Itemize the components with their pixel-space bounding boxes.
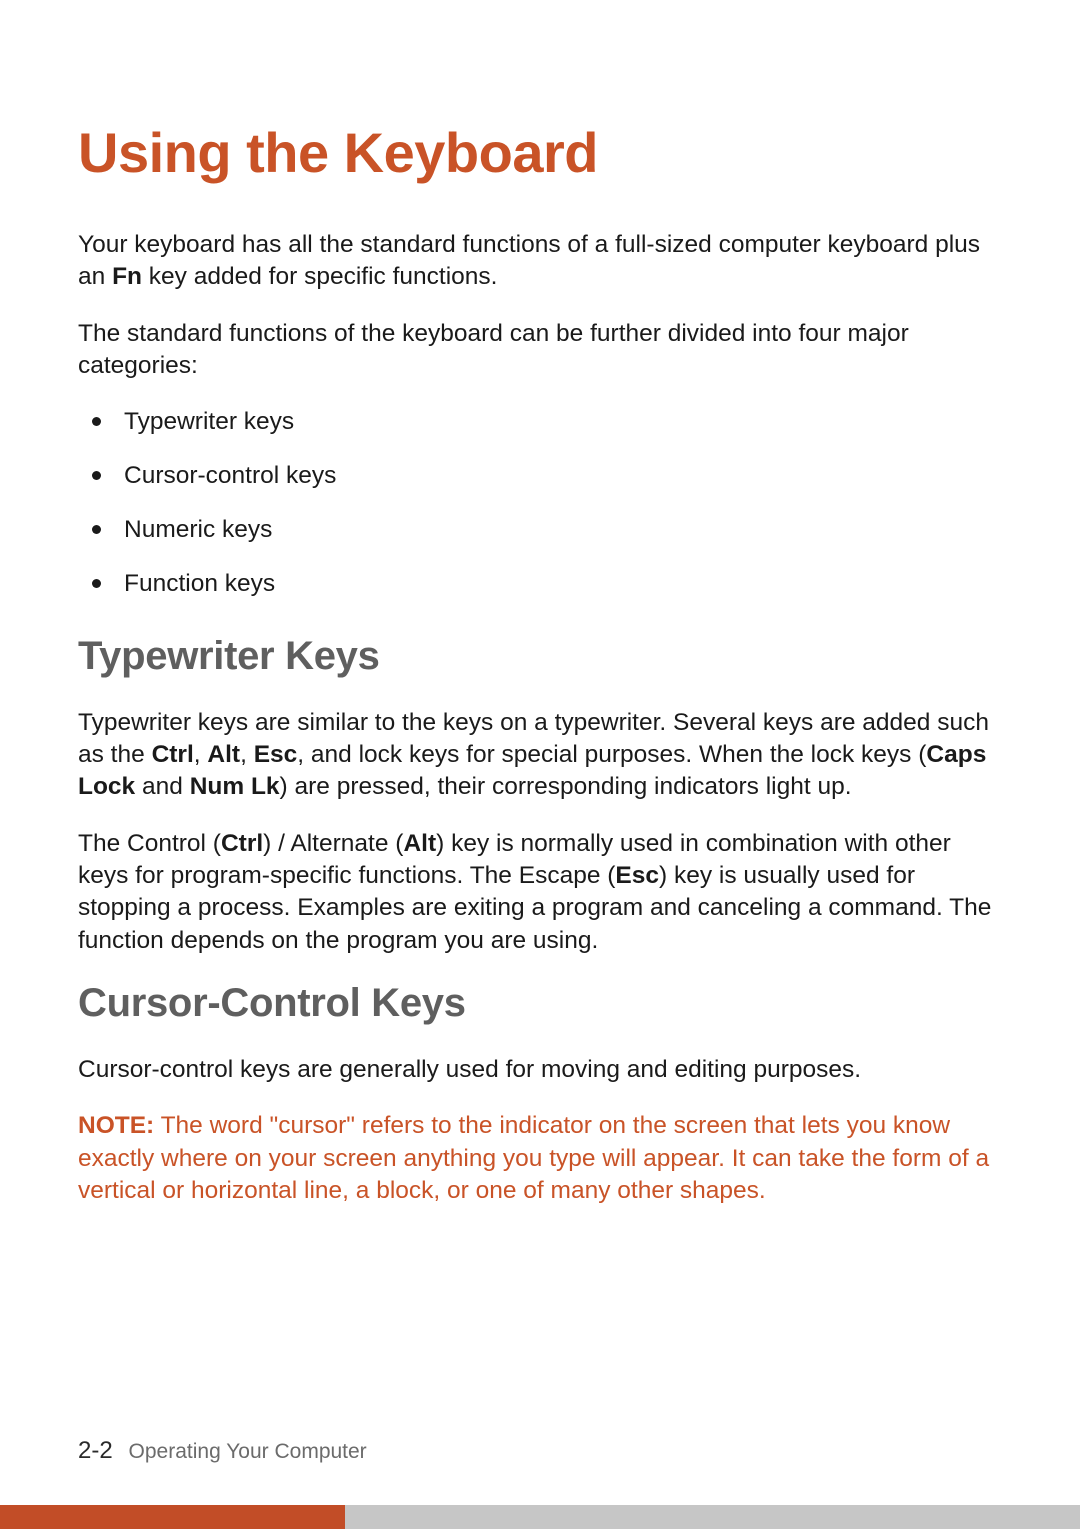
numlk-key-label: Num Lk — [190, 773, 280, 800]
page-footer: 2-2 Operating Your Computer — [78, 1437, 367, 1465]
cursor-paragraph-1: Cursor-control keys are generally used f… — [78, 1054, 1002, 1086]
text: key added for specific functions. — [142, 263, 497, 290]
intro-paragraph-2: The standard functions of the keyboard c… — [78, 318, 1002, 383]
text: , — [240, 741, 254, 768]
page-number: 2-2 — [78, 1437, 113, 1464]
section-heading-cursor: Cursor-Control Keys — [78, 981, 1002, 1026]
text: The Control ( — [78, 830, 221, 857]
key-categories-list: Typewriter keys Cursor-control keys Nume… — [78, 406, 1002, 599]
footer-section-title: Operating Your Computer — [129, 1440, 367, 1463]
fn-key-label: Fn — [112, 263, 142, 290]
footer-color-bar — [0, 1505, 1080, 1529]
esc-key-label: Esc — [615, 862, 659, 889]
list-item: Typewriter keys — [78, 406, 1002, 438]
typewriter-paragraph-2: The Control (Ctrl) / Alternate (Alt) key… — [78, 828, 1002, 957]
alt-key-label: Alt — [403, 830, 436, 857]
list-item: Function keys — [78, 568, 1002, 600]
typewriter-paragraph-1: Typewriter keys are similar to the keys … — [78, 707, 1002, 804]
esc-key-label: Esc — [254, 741, 298, 768]
intro-paragraph-1: Your keyboard has all the standard funct… — [78, 229, 1002, 294]
note-paragraph: NOTE: The word "cursor" refers to the in… — [78, 1110, 1002, 1207]
page-title: Using the Keyboard — [78, 120, 1002, 185]
ctrl-key-label: Ctrl — [221, 830, 263, 857]
footer-bar-fill — [345, 1505, 1080, 1529]
text: ) are pressed, their corresponding indic… — [280, 773, 852, 800]
section-heading-typewriter: Typewriter Keys — [78, 634, 1002, 679]
text: ) / Alternate ( — [263, 830, 403, 857]
list-item: Cursor-control keys — [78, 460, 1002, 492]
footer-bar-accent — [0, 1505, 345, 1529]
note-label: NOTE: — [78, 1112, 154, 1139]
text: , and lock keys for special purposes. Wh… — [297, 741, 926, 768]
alt-key-label: Alt — [207, 741, 240, 768]
text: and — [135, 773, 190, 800]
list-item: Numeric keys — [78, 514, 1002, 546]
document-page: Using the Keyboard Your keyboard has all… — [0, 0, 1080, 1207]
note-text: The word "cursor" refers to the indicato… — [78, 1112, 989, 1204]
ctrl-key-label: Ctrl — [152, 741, 194, 768]
text: , — [194, 741, 208, 768]
